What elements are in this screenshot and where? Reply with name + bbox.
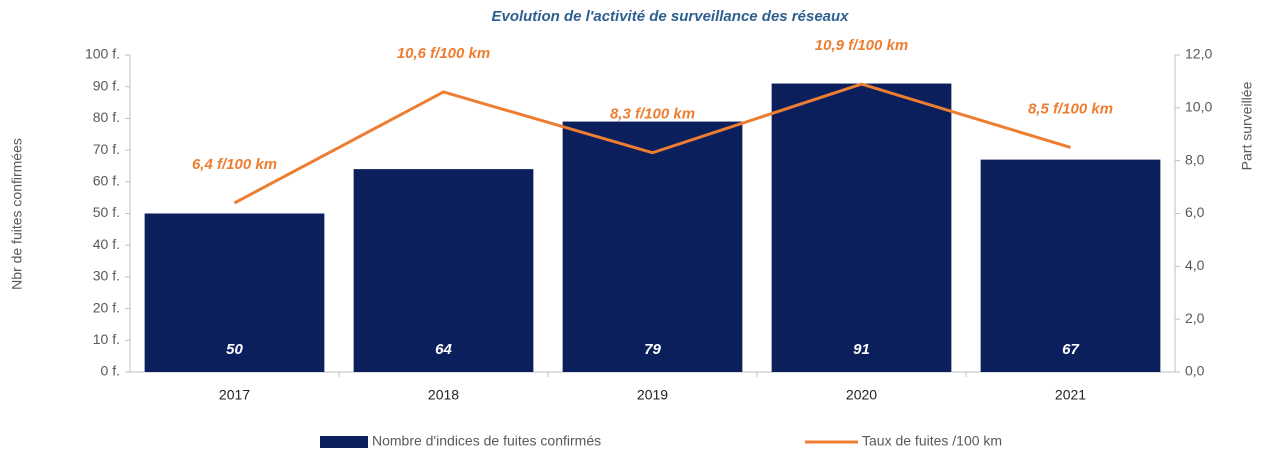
line-value-label: 10,6 f/100 km — [397, 45, 490, 62]
y2-tick-label: 12,0 — [1185, 46, 1212, 62]
y2-tick-label: 0,0 — [1185, 363, 1205, 379]
bar-value-label: 50 — [226, 341, 243, 358]
y-tick-label: 60 f. — [93, 173, 120, 189]
y-tick-label: 70 f. — [93, 141, 120, 157]
legend-label: Nombre d'indices de fuites confirmés — [372, 433, 601, 449]
y-tick-label: 50 f. — [93, 204, 120, 220]
line-value-label: 8,5 f/100 km — [1028, 100, 1113, 117]
y2-tick-label: 8,0 — [1185, 151, 1205, 167]
chart-title: Evolution de l'activité de surveillance … — [491, 8, 849, 25]
x-tick-label: 2017 — [219, 387, 250, 403]
bar — [771, 83, 952, 372]
bar-value-label: 91 — [853, 341, 870, 358]
bar — [562, 121, 743, 372]
y2-tick-label: 2,0 — [1185, 310, 1205, 326]
y-tick-label: 10 f. — [93, 331, 120, 347]
bar-value-label: 79 — [644, 341, 661, 358]
x-tick-label: 2018 — [428, 387, 459, 403]
y2-tick-label: 6,0 — [1185, 204, 1205, 220]
y-tick-label: 0 f. — [101, 363, 120, 379]
bar — [980, 159, 1161, 372]
legend-swatch — [320, 436, 368, 448]
legend-label: Taux de fuites /100 km — [862, 433, 1002, 449]
y-tick-label: 40 f. — [93, 236, 120, 252]
x-tick-label: 2019 — [637, 387, 668, 403]
bar — [144, 213, 325, 372]
y2-axis-label: Part surveillée — [1239, 81, 1255, 170]
line-value-label: 6,4 f/100 km — [192, 156, 277, 173]
bar-value-label: 67 — [1062, 341, 1079, 358]
y-tick-label: 20 f. — [93, 299, 120, 315]
y2-tick-label: 4,0 — [1185, 257, 1205, 273]
line-value-label: 8,3 f/100 km — [610, 106, 695, 123]
bar-value-label: 64 — [435, 341, 452, 358]
y-tick-label: 90 f. — [93, 77, 120, 93]
x-tick-label: 2020 — [846, 387, 877, 403]
y-tick-label: 30 f. — [93, 268, 120, 284]
line — [233, 82, 1071, 205]
y-tick-label: 80 f. — [93, 109, 120, 125]
y-tick-label: 100 f. — [85, 46, 120, 62]
x-tick-label: 2021 — [1055, 387, 1086, 403]
bar — [353, 169, 534, 372]
line-value-label: 10,9 f/100 km — [815, 37, 908, 54]
y-axis-label: Nbr de fuites confirmées — [9, 138, 25, 290]
y2-tick-label: 10,0 — [1185, 99, 1212, 115]
